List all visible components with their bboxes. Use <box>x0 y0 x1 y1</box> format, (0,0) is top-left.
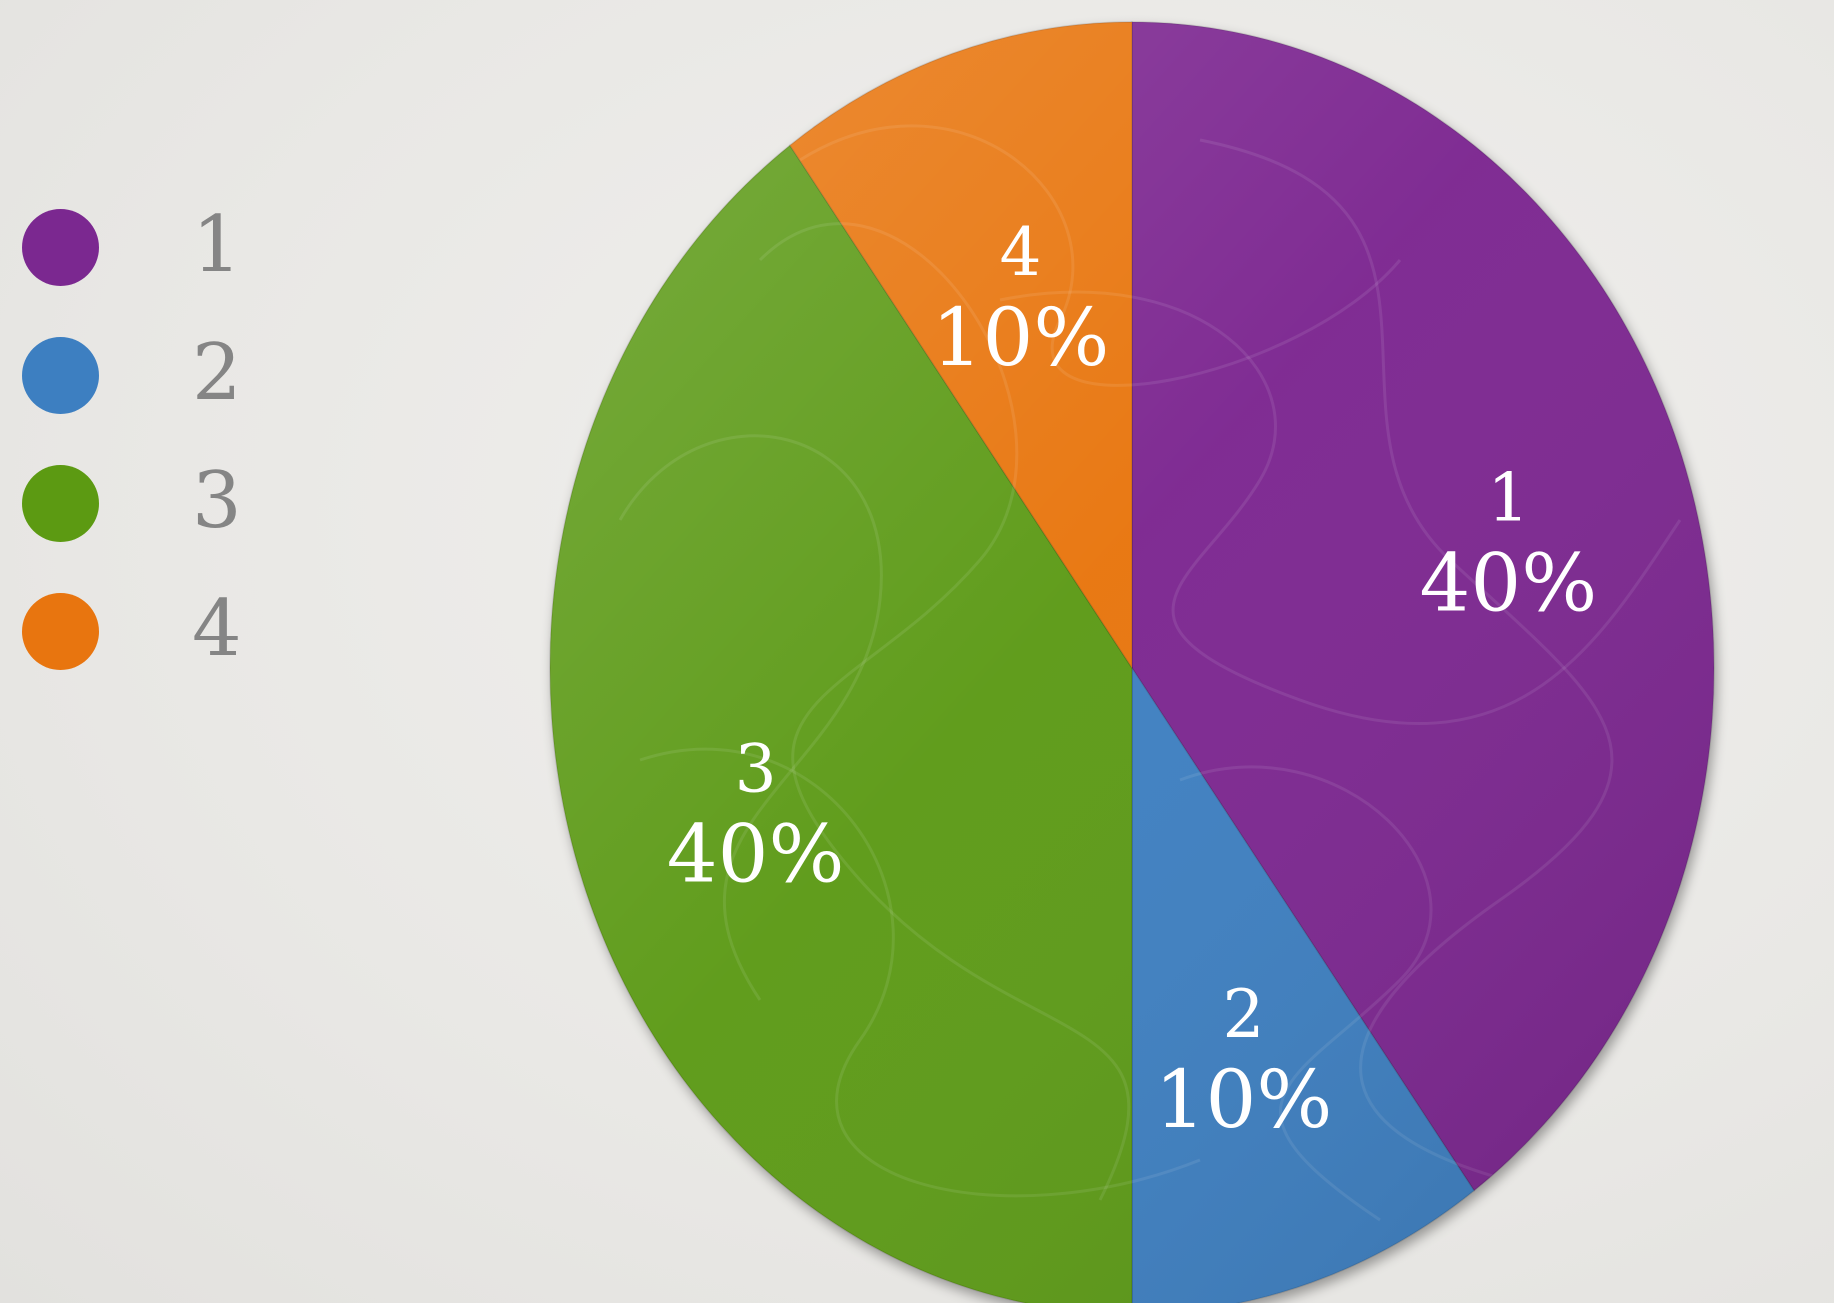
legend-swatch-4 <box>22 593 99 670</box>
slice-label-value-4: 10% <box>932 291 1110 384</box>
chart-legend: 1 2 3 4 <box>20 200 280 717</box>
slice-label-name-2: 2 <box>1223 976 1265 1053</box>
slice-label-value-3: 40% <box>667 808 845 901</box>
legend-item-2: 2 <box>20 328 280 461</box>
legend-item-3: 3 <box>20 456 280 589</box>
legend-item-4: 4 <box>20 584 280 717</box>
slice-label-name-1: 1 <box>1487 459 1529 536</box>
legend-label-2: 2 <box>192 328 242 418</box>
legend-label-1: 1 <box>192 200 242 290</box>
legend-swatch-3 <box>22 465 99 542</box>
slice-label-name-4: 4 <box>999 214 1041 291</box>
slice-label-value-2: 10% <box>1155 1053 1333 1146</box>
legend-label-4: 4 <box>192 584 242 674</box>
slice-label-value-1: 40% <box>1419 536 1597 629</box>
legend-swatch-2 <box>22 337 99 414</box>
slice-label-name-3: 3 <box>735 731 777 808</box>
legend-label-3: 3 <box>192 456 242 546</box>
legend-item-1: 1 <box>20 200 280 333</box>
legend-swatch-1 <box>22 209 99 286</box>
